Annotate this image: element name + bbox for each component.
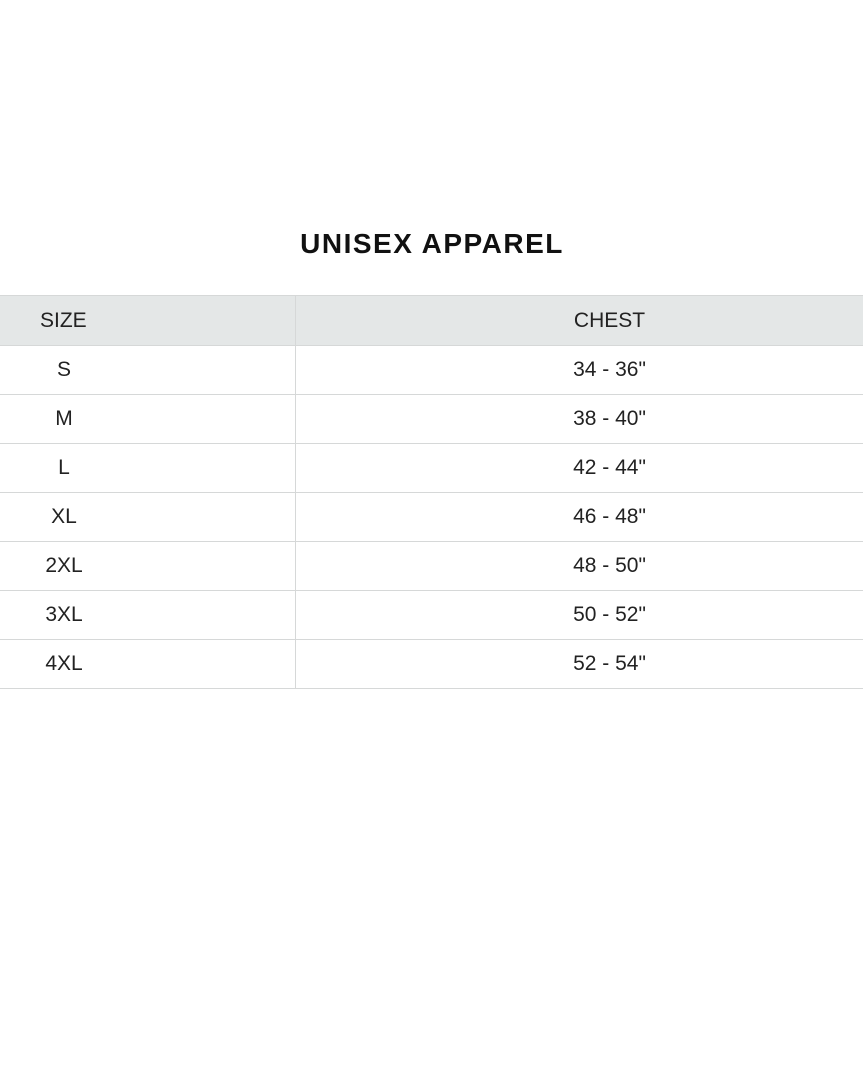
chest-cell: 42 - 44" [295,443,863,493]
table-row: XL 46 - 48" [0,492,863,542]
table-row: 4XL 52 - 54" [0,639,863,689]
chest-cell: 34 - 36" [295,345,863,395]
chest-cell: 46 - 48" [295,492,863,542]
chest-cell: 38 - 40" [295,394,863,444]
size-table: SIZE CHEST S 34 - 36" M 38 - 40" L 42 - 44" XL… [0,295,863,689]
table-row: 2XL 48 - 50" [0,541,863,591]
size-value: M [55,407,73,430]
table-row: 3XL 50 - 52" [0,590,863,640]
chart-title: UNISEX APPAREL [300,228,564,259]
size-cell: L [0,443,296,493]
header-chest: CHEST [295,295,863,346]
size-value: 3XL [45,603,83,626]
size-cell: 2XL [0,541,296,591]
size-cell: 4XL [0,639,296,689]
chest-cell: 48 - 50" [295,541,863,591]
header-size: SIZE [0,295,296,346]
chest-cell: 52 - 54" [295,639,863,689]
table-row: M 38 - 40" [0,394,863,444]
size-cell: M [0,394,296,444]
size-value: 2XL [45,554,83,577]
size-cell: XL [0,492,296,542]
size-value: S [56,358,71,381]
table-row: S 34 - 36" [0,345,863,395]
table-row: L 42 - 44" [0,443,863,493]
size-value: 4XL [45,652,83,675]
size-value: XL [51,505,77,528]
size-value: L [58,456,70,479]
table-header-row: SIZE CHEST [0,295,863,346]
chest-cell: 50 - 52" [295,590,863,640]
size-cell: S [0,345,296,395]
size-cell: 3XL [0,590,296,640]
